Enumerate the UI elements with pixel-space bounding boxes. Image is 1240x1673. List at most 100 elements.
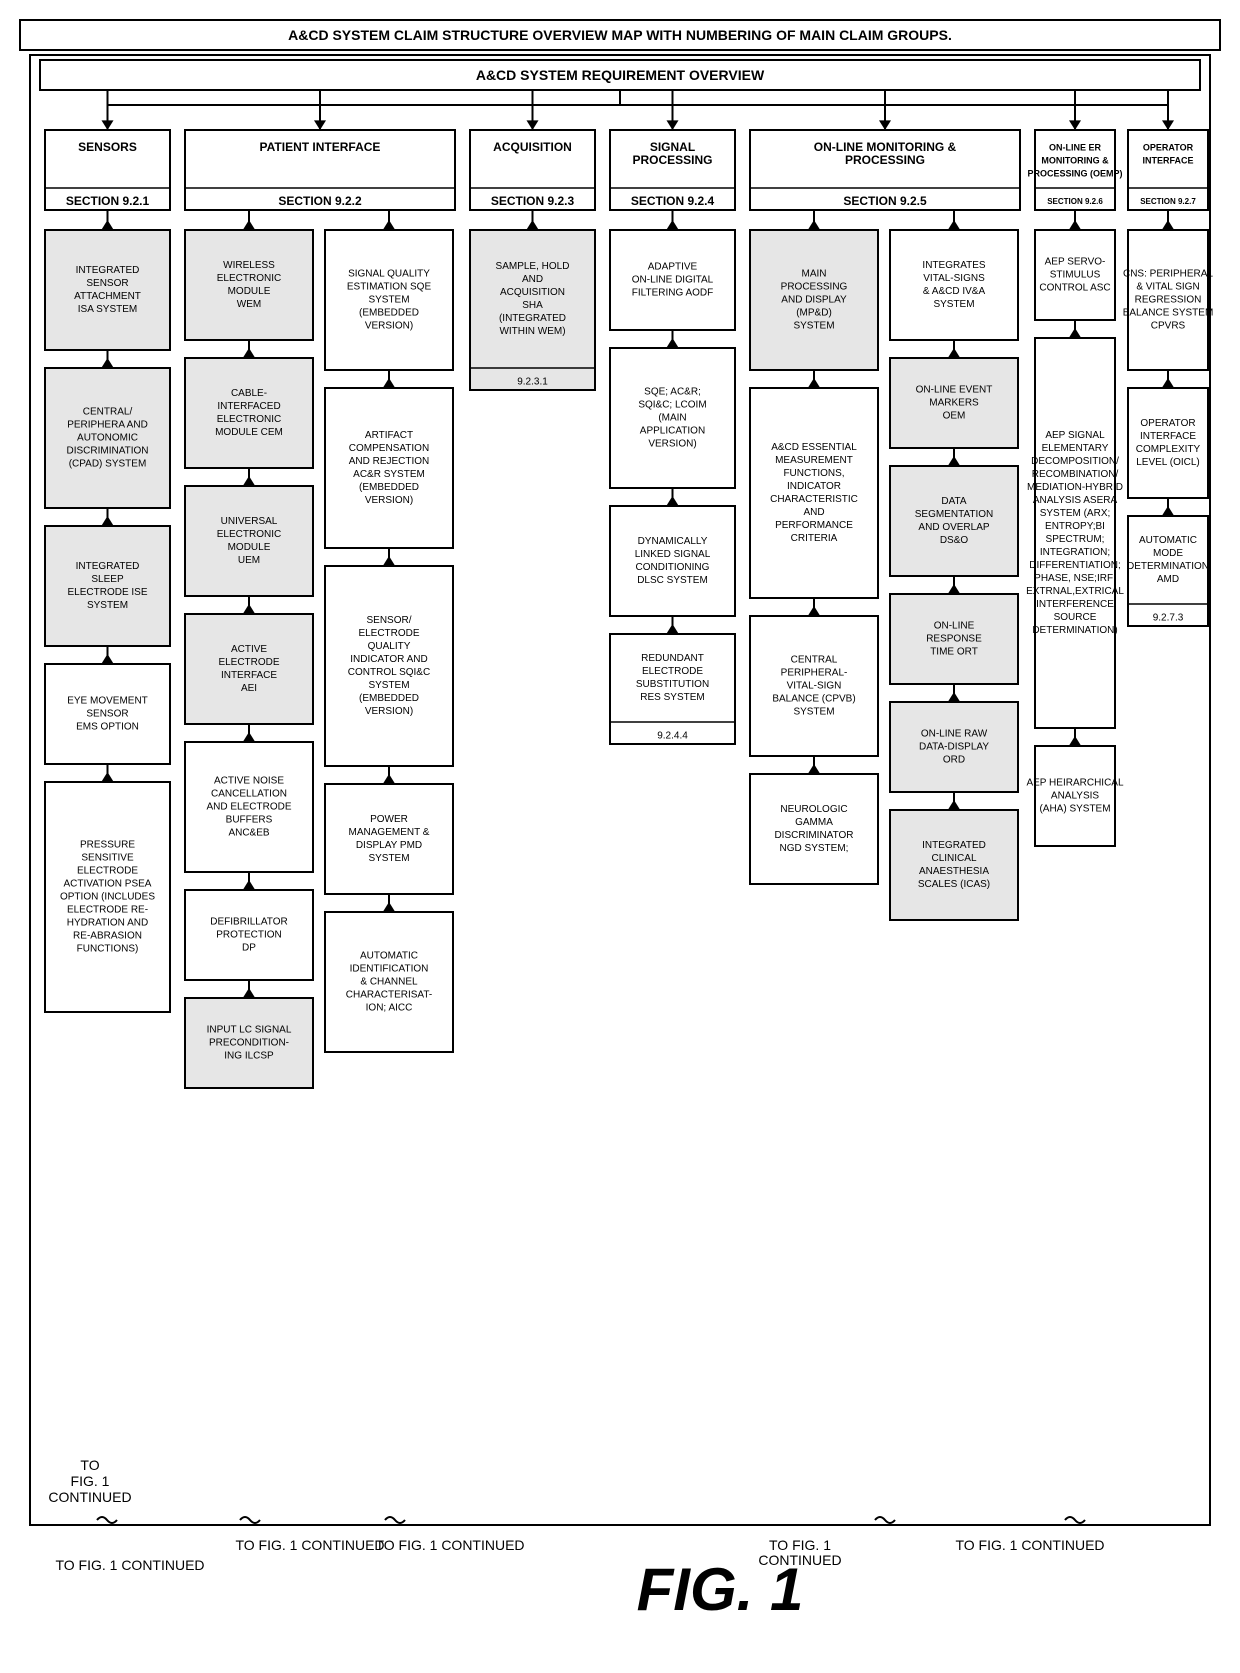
svg-text:BUFFERS: BUFFERS (226, 815, 273, 826)
svg-text:ON-LINE RAW: ON-LINE RAW (921, 729, 988, 740)
svg-text:MODE: MODE (1153, 548, 1183, 559)
svg-text:INTEGRATED: INTEGRATED (76, 265, 140, 276)
svg-text:MAIN: MAIN (802, 269, 827, 280)
svg-text:INTEGRATES: INTEGRATES (922, 260, 985, 271)
svg-text:ELECTRODE RE-: ELECTRODE RE- (67, 905, 148, 916)
svg-text:OEM: OEM (943, 411, 966, 422)
svg-text:(EMBEDDED: (EMBEDDED (359, 482, 419, 493)
svg-text:INDICATOR AND: INDICATOR AND (350, 654, 427, 665)
svg-text:POWER: POWER (370, 814, 408, 825)
svg-text:SENSOR: SENSOR (86, 709, 128, 720)
svg-text:ACTIVE NOISE: ACTIVE NOISE (214, 776, 284, 787)
svg-text:SYSTEM: SYSTEM (933, 299, 974, 310)
svg-text:PERFORMANCE: PERFORMANCE (775, 520, 853, 531)
svg-text:SYSTEM: SYSTEM (368, 853, 409, 864)
svg-text:DATA: DATA (941, 496, 967, 507)
svg-text:AND ELECTRODE: AND ELECTRODE (206, 802, 291, 813)
svg-text:INTEGRATION;: INTEGRATION; (1040, 547, 1110, 558)
svg-text:CRITERIA: CRITERIA (791, 533, 838, 544)
svg-text:(AHA) SYSTEM: (AHA) SYSTEM (1039, 804, 1110, 815)
svg-text:SENSOR: SENSOR (86, 278, 128, 289)
svg-text:ATTACHMENT: ATTACHMENT (74, 291, 141, 302)
svg-text:ANAESTHESIA: ANAESTHESIA (919, 866, 989, 877)
svg-text:DISCRIMINATION: DISCRIMINATION (66, 446, 148, 457)
svg-text:TO FIG. 1 CONTINUED: TO FIG. 1 CONTINUED (55, 1557, 204, 1573)
svg-text:ELECTRODE ISE: ELECTRODE ISE (67, 587, 147, 598)
svg-text:MEDIATION-HYBRID: MEDIATION-HYBRID (1027, 482, 1123, 493)
svg-text:9.2.3.1: 9.2.3.1 (517, 377, 548, 388)
svg-text:MONITORING &: MONITORING & (1041, 155, 1109, 165)
svg-text:IDENTIFICATION: IDENTIFICATION (350, 964, 429, 975)
svg-text:SYSTEM: SYSTEM (793, 321, 834, 332)
svg-text:LINKED SIGNAL: LINKED SIGNAL (635, 549, 711, 560)
svg-text:INTERFERENCE: INTERFERENCE (1036, 599, 1114, 610)
svg-text:ADAPTIVE: ADAPTIVE (648, 262, 698, 273)
svg-text:ELECTRODE: ELECTRODE (642, 666, 703, 677)
svg-text:SIGNAL QUALITY: SIGNAL QUALITY (348, 269, 430, 280)
svg-text:9.2.4.4: 9.2.4.4 (657, 731, 688, 742)
svg-text:AND OVERLAP: AND OVERLAP (918, 522, 989, 533)
svg-text:DLSC SYSTEM: DLSC SYSTEM (637, 575, 708, 586)
svg-text:WEM: WEM (237, 299, 261, 310)
svg-text:ON-LINE EVENT: ON-LINE EVENT (916, 385, 993, 396)
svg-text:DETERMINATION): DETERMINATION) (1032, 625, 1117, 636)
svg-text:ION; AICC: ION; AICC (366, 1003, 413, 1014)
svg-text:TO FIG. 1 CONTINUED: TO FIG. 1 CONTINUED (375, 1537, 524, 1553)
svg-text:ON-LINE MONITORING &: ON-LINE MONITORING & (814, 140, 957, 154)
svg-text:RES SYSTEM: RES SYSTEM (640, 692, 704, 703)
svg-text:DEFIBRILLATOR: DEFIBRILLATOR (210, 917, 287, 928)
svg-text:INTEGRATED: INTEGRATED (922, 840, 986, 851)
svg-text:OPTION (INCLUDES: OPTION (INCLUDES (60, 892, 155, 903)
svg-text:EYE MOVEMENT: EYE MOVEMENT (67, 696, 148, 707)
svg-text:SAMPLE, HOLD: SAMPLE, HOLD (496, 261, 570, 272)
svg-text:FUNCTIONS,: FUNCTIONS, (783, 468, 844, 479)
svg-text:SECTION 9.2.4: SECTION 9.2.4 (631, 194, 715, 208)
svg-text:(EMBEDDED: (EMBEDDED (359, 693, 419, 704)
svg-text:SQE; AC&R;: SQE; AC&R; (644, 387, 701, 398)
svg-text:APPLICATION: APPLICATION (640, 426, 705, 437)
svg-text:(CPAD) SYSTEM: (CPAD) SYSTEM (69, 459, 147, 470)
svg-text:CONDITIONING: CONDITIONING (636, 562, 710, 573)
svg-text:WITHIN WEM): WITHIN WEM) (499, 326, 565, 337)
svg-text:INTERFACE: INTERFACE (221, 670, 277, 681)
svg-text:AMD: AMD (1157, 574, 1179, 585)
svg-text:ELECTRODE: ELECTRODE (358, 628, 419, 639)
svg-text:ACQUISITION: ACQUISITION (493, 140, 572, 154)
svg-text:ACQUISITION: ACQUISITION (500, 287, 565, 298)
diagram-canvas: A&CD SYSTEM CLAIM STRUCTURE OVERVIEW MAP… (0, 0, 1240, 1673)
svg-text:INDICATOR: INDICATOR (787, 481, 841, 492)
svg-text:SENSITIVE: SENSITIVE (81, 853, 134, 864)
svg-text:PROCESSING: PROCESSING (845, 153, 925, 167)
svg-text:SEGMENTATION: SEGMENTATION (915, 509, 994, 520)
svg-text:STIMULUS: STIMULUS (1050, 270, 1101, 281)
svg-text:AEI: AEI (241, 683, 257, 694)
svg-text:ELECTRONIC: ELECTRONIC (217, 529, 281, 540)
svg-text:AUTONOMIC: AUTONOMIC (77, 433, 138, 444)
svg-text:COMPLEXITY: COMPLEXITY (1136, 444, 1201, 455)
svg-text:CANCELLATION: CANCELLATION (211, 789, 287, 800)
svg-text:(MAIN: (MAIN (658, 413, 686, 424)
svg-text:DP: DP (242, 943, 256, 954)
svg-text:ENTROPY;BI: ENTROPY;BI (1045, 521, 1105, 532)
svg-text:MODULE: MODULE (228, 286, 271, 297)
svg-text:ORD: ORD (943, 755, 965, 766)
svg-text:INTERFACE: INTERFACE (1140, 431, 1196, 442)
svg-text:VERSION): VERSION) (365, 321, 413, 332)
svg-text:SECTION 9.2.1: SECTION 9.2.1 (66, 194, 150, 208)
svg-text:DATA-DISPLAY: DATA-DISPLAY (919, 742, 989, 753)
svg-text:DISPLAY PMD: DISPLAY PMD (356, 840, 422, 851)
svg-text:9.2.7.3: 9.2.7.3 (1153, 613, 1184, 624)
svg-text:PERIPHERA AND: PERIPHERA AND (67, 420, 148, 431)
svg-text:ISA SYSTEM: ISA SYSTEM (78, 304, 137, 315)
svg-text:REGRESSION: REGRESSION (1135, 295, 1202, 306)
svg-text:& VITAL SIGN: & VITAL SIGN (1136, 282, 1199, 293)
svg-text:INTERFACED: INTERFACED (217, 401, 280, 412)
svg-text:EMS OPTION: EMS OPTION (76, 722, 139, 733)
svg-text:SOURCE: SOURCE (1054, 612, 1097, 623)
svg-text:PATIENT INTERFACE: PATIENT INTERFACE (260, 140, 381, 154)
svg-text:& CHANNEL: & CHANNEL (360, 977, 418, 988)
svg-text:(MP&D): (MP&D) (796, 308, 832, 319)
svg-text:SHA: SHA (522, 300, 543, 311)
svg-text:SENSORS: SENSORS (78, 140, 137, 154)
svg-text:CONTINUED: CONTINUED (48, 1489, 131, 1505)
